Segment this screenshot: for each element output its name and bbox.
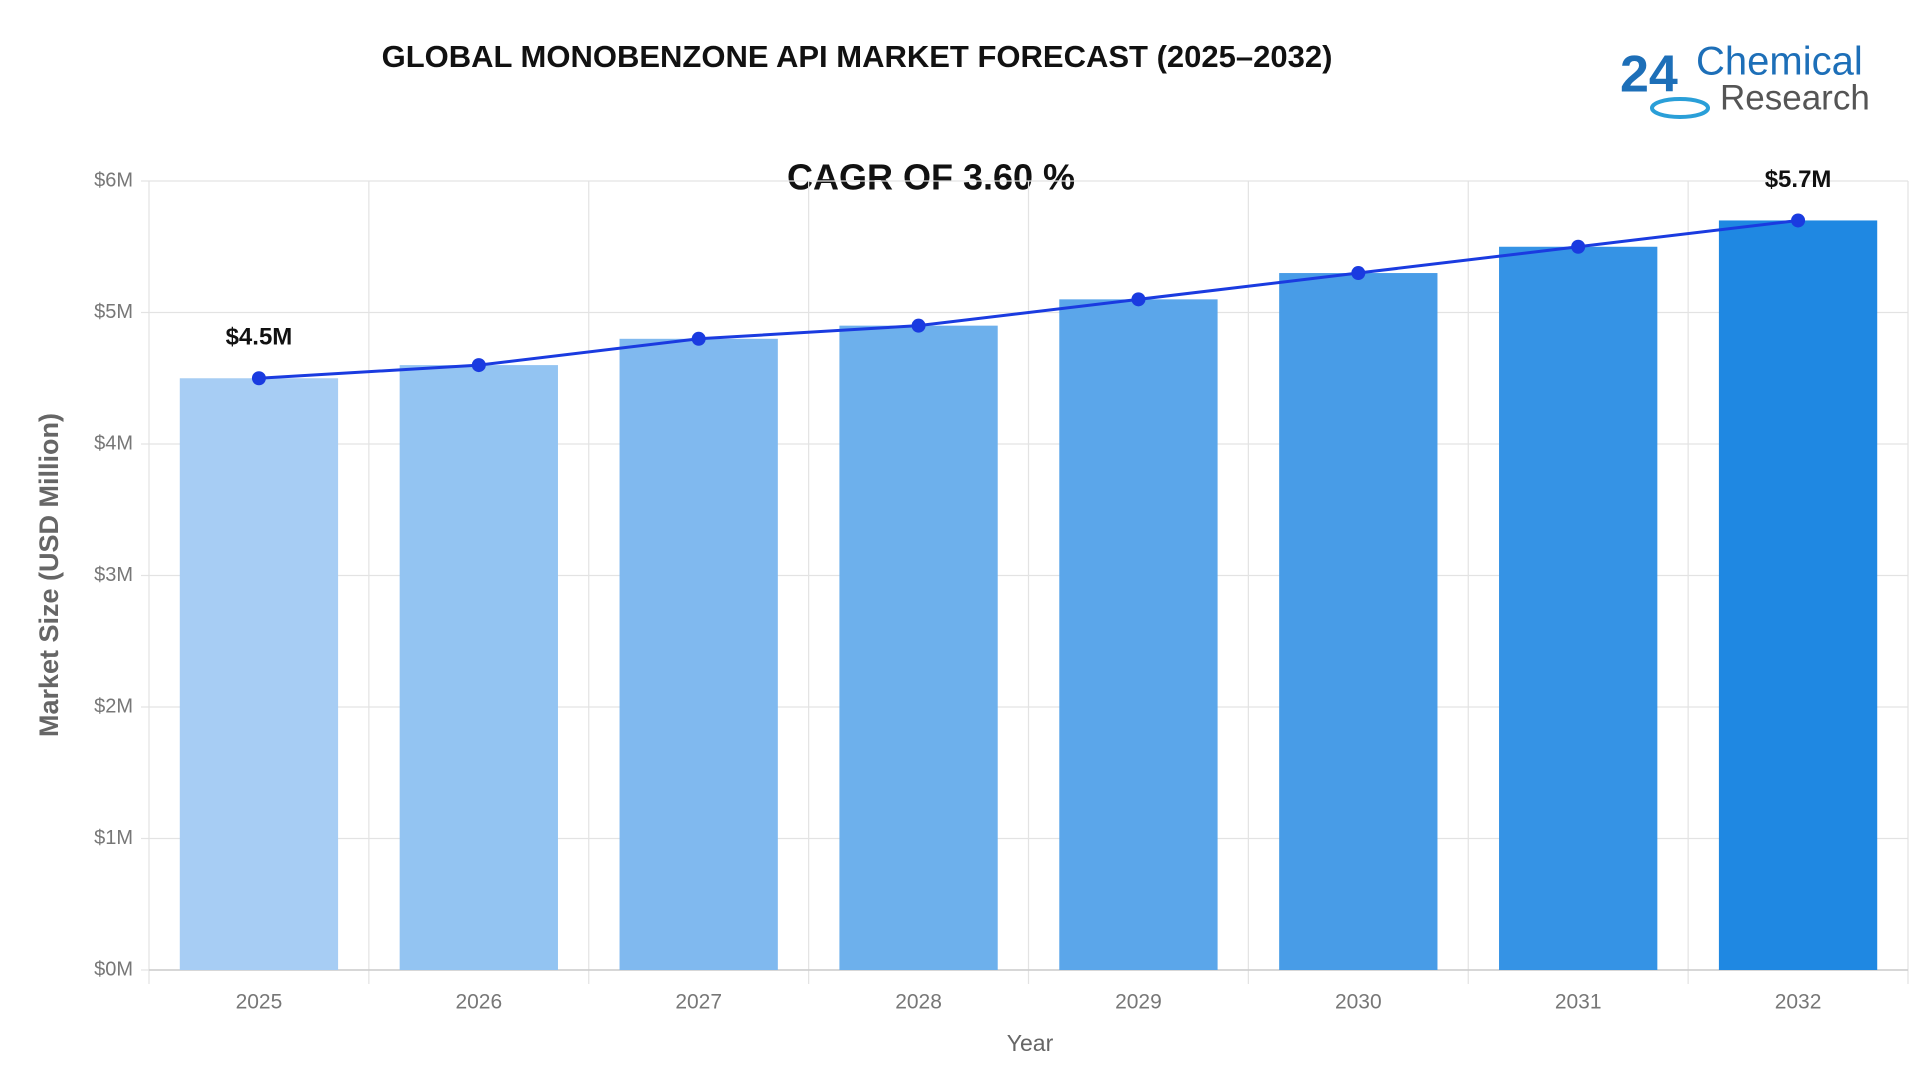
bar bbox=[1718, 220, 1878, 970]
y-axis-label: Market Size (USD Million) bbox=[34, 413, 64, 737]
line-point bbox=[1131, 292, 1146, 307]
x-axis-label: Year bbox=[1007, 1030, 1054, 1056]
x-tick-label: 2027 bbox=[675, 991, 722, 1014]
y-tick-label: $0M bbox=[94, 958, 133, 980]
line-point bbox=[1791, 213, 1806, 228]
logo-swirl bbox=[1650, 97, 1710, 119]
y-tick-label: $3M bbox=[94, 564, 133, 586]
y-tick-label: $6M bbox=[94, 169, 133, 191]
logo: 24 Chemical Research bbox=[1620, 40, 1870, 119]
y-tick-label: $4M bbox=[94, 432, 133, 454]
x-tick-label: 2032 bbox=[1775, 991, 1822, 1014]
bar bbox=[1279, 273, 1438, 970]
x-tick-label: 2029 bbox=[1115, 991, 1162, 1014]
x-tick-label: 2025 bbox=[236, 991, 283, 1014]
line-point bbox=[1351, 266, 1366, 281]
x-tick-label: 2030 bbox=[1335, 991, 1382, 1014]
logo-text: Research bbox=[1720, 78, 1870, 117]
y-tick-label: $1M bbox=[94, 827, 133, 849]
line-point bbox=[691, 331, 706, 346]
logo-number: 24 bbox=[1620, 46, 1678, 104]
line-point bbox=[471, 358, 486, 373]
logo-text: Chemical bbox=[1696, 40, 1863, 84]
bar bbox=[1499, 246, 1658, 970]
x-tick-label: 2031 bbox=[1555, 991, 1602, 1014]
bar bbox=[839, 325, 998, 970]
y-tick-label: $5M bbox=[94, 301, 133, 323]
annotation: CAGR OF 3.60 % bbox=[787, 157, 1075, 198]
bar bbox=[1059, 299, 1218, 971]
bar bbox=[619, 338, 778, 970]
line-point bbox=[251, 371, 266, 386]
x-tick-label: 2026 bbox=[455, 991, 502, 1014]
data-label: $4.5M bbox=[226, 324, 293, 351]
line-point bbox=[911, 318, 926, 333]
bar bbox=[179, 378, 339, 970]
x-tick-label: 2028 bbox=[895, 991, 942, 1014]
line bbox=[258, 218, 1799, 380]
bar bbox=[399, 365, 558, 971]
line-point bbox=[1571, 239, 1586, 254]
data-label: $5.7M bbox=[1765, 166, 1832, 193]
chart-title: GLOBAL MONOBENZONE API MARKET FORECAST (… bbox=[382, 39, 1333, 74]
y-tick-label: $2M bbox=[94, 695, 133, 717]
